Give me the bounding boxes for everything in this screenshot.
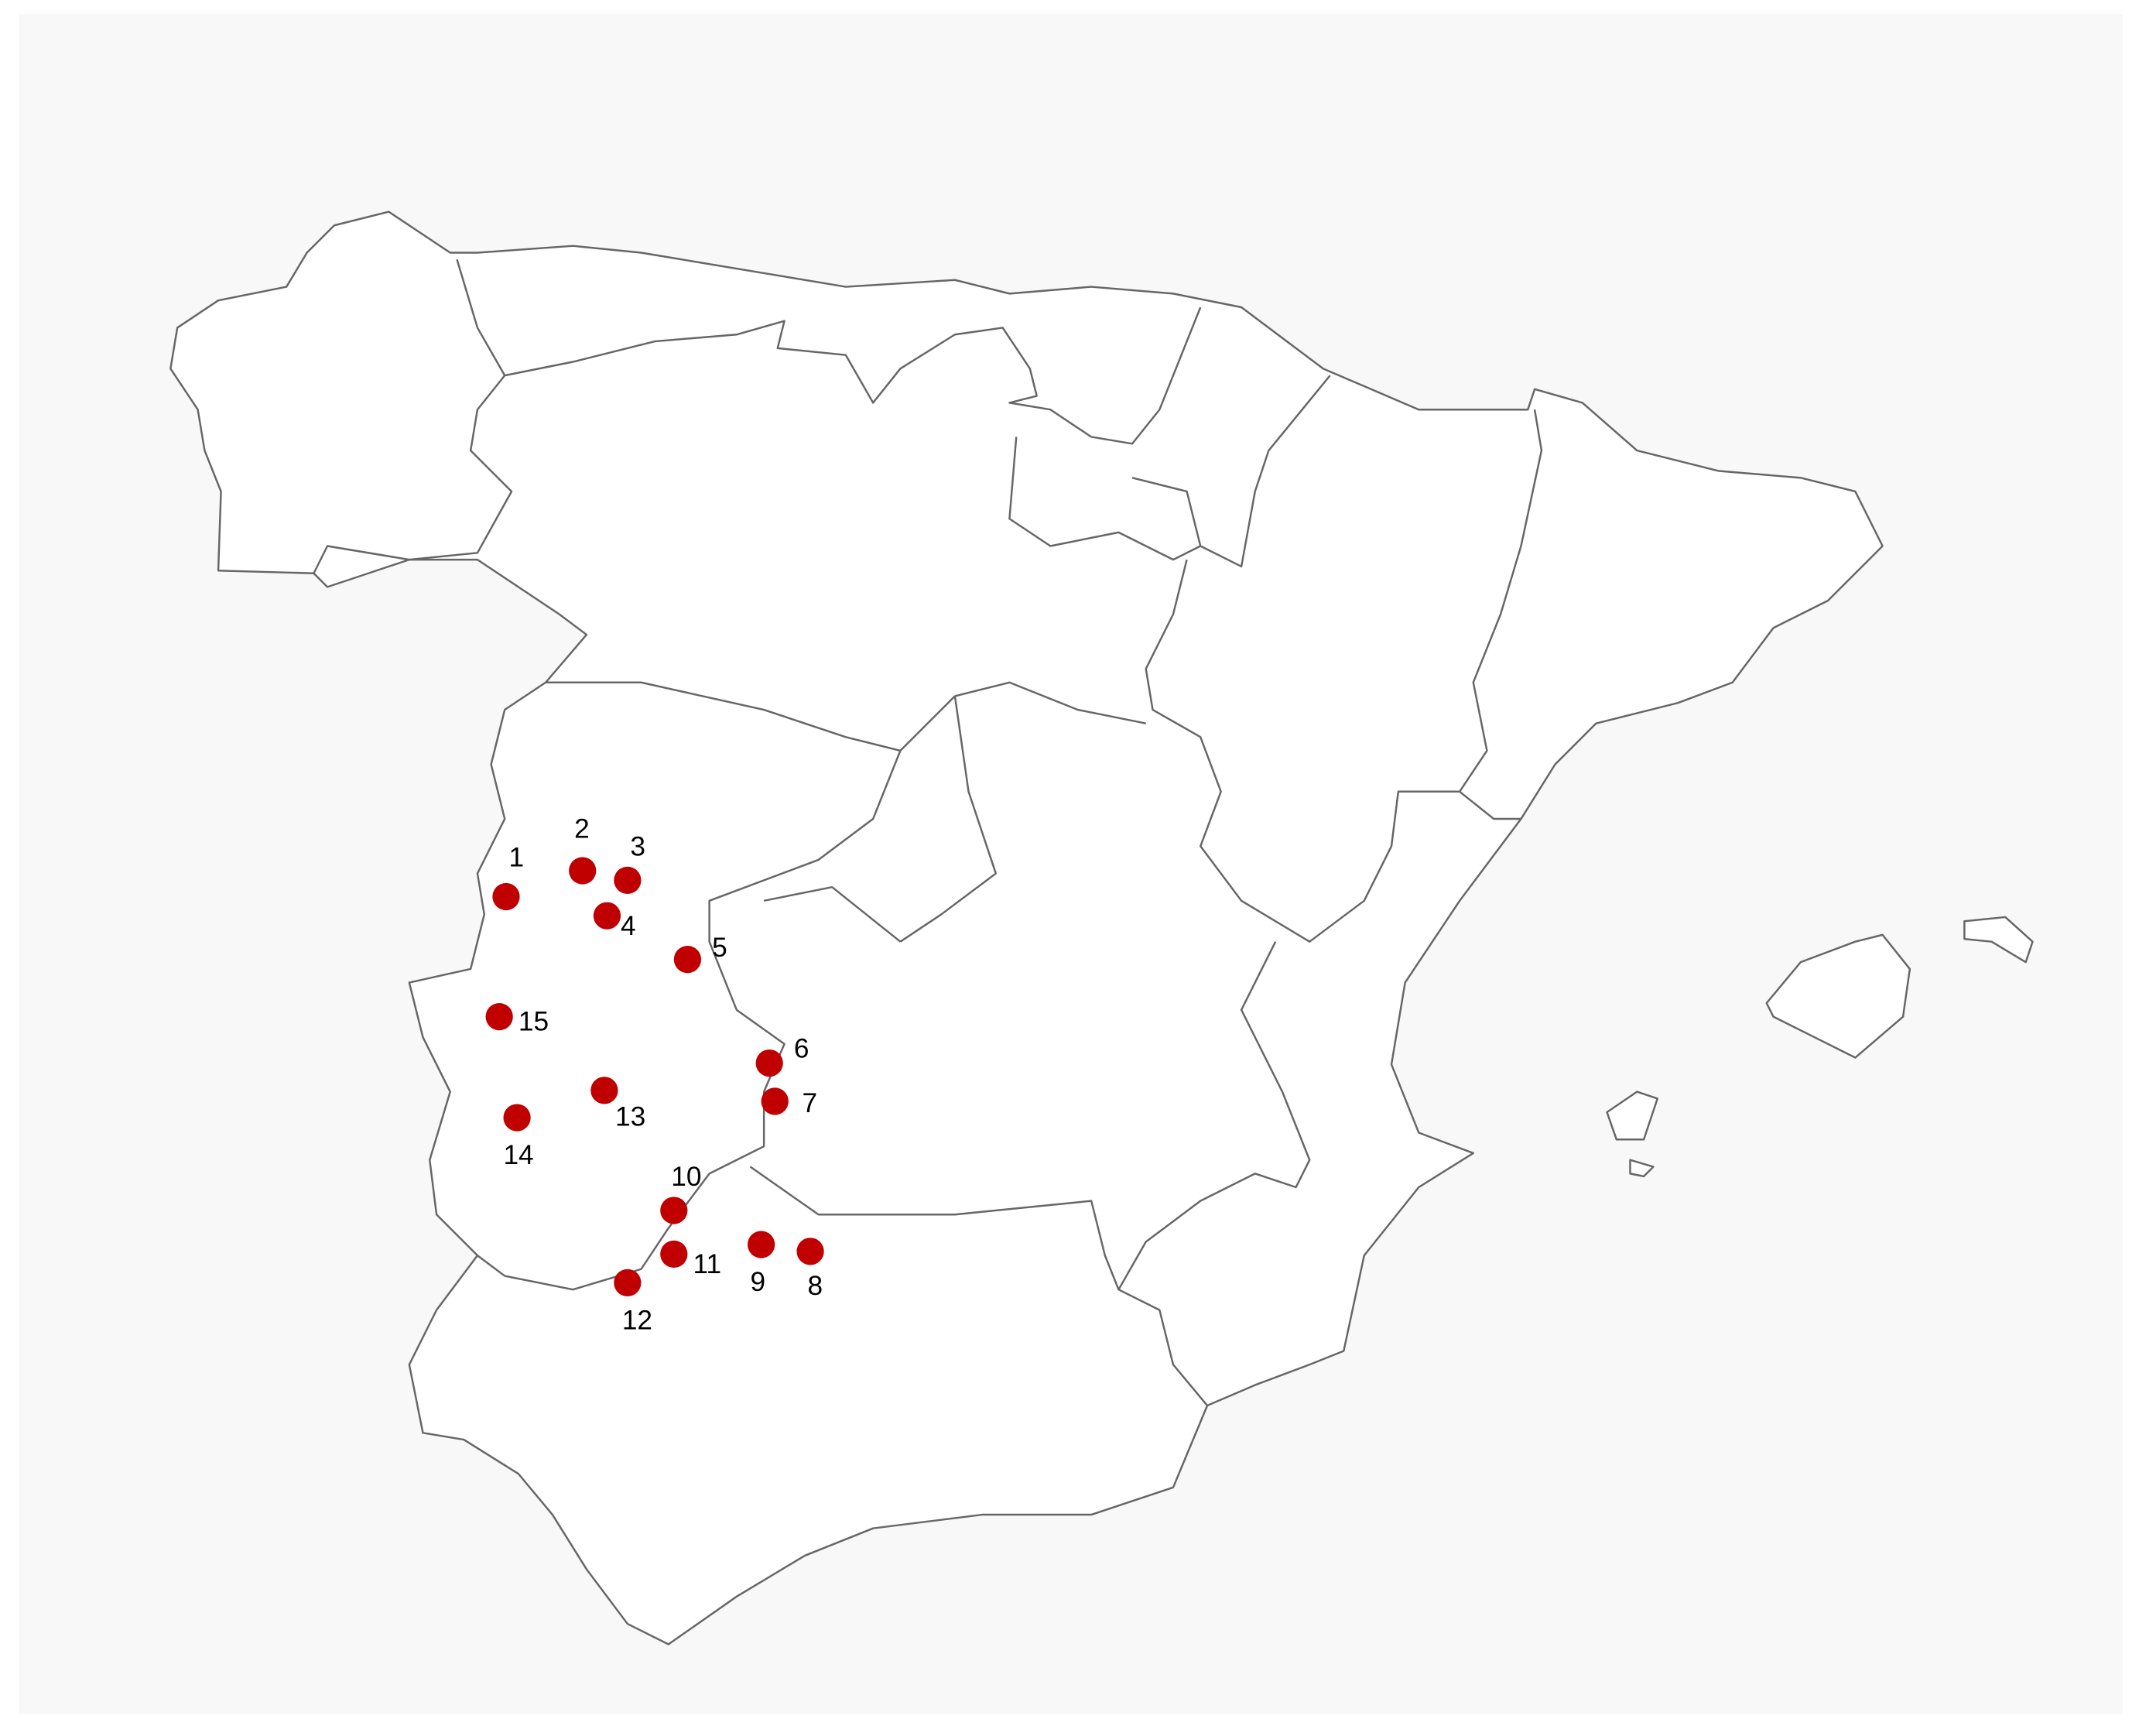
location-label-3: 3 bbox=[630, 832, 645, 862]
location-marker-13 bbox=[590, 1077, 618, 1104]
location-marker-12 bbox=[614, 1269, 642, 1297]
location-marker-11 bbox=[660, 1240, 688, 1268]
formentera bbox=[1629, 1159, 1655, 1178]
location-marker-9 bbox=[747, 1231, 775, 1258]
location-label-2: 2 bbox=[574, 814, 590, 844]
location-marker-8 bbox=[796, 1238, 824, 1265]
menorca bbox=[1963, 916, 2034, 964]
location-marker-5 bbox=[673, 945, 702, 974]
location-label-4: 4 bbox=[621, 911, 636, 941]
location-label-8: 8 bbox=[808, 1271, 823, 1301]
location-marker-1 bbox=[492, 882, 520, 911]
location-marker-10 bbox=[660, 1197, 688, 1224]
location-marker-7 bbox=[761, 1087, 789, 1115]
mallorca bbox=[1765, 933, 1911, 1059]
location-marker-15 bbox=[485, 1003, 513, 1031]
location-label-5: 5 bbox=[712, 933, 727, 963]
location-label-14: 14 bbox=[503, 1140, 533, 1170]
location-label-7: 7 bbox=[803, 1088, 818, 1118]
location-label-10: 10 bbox=[671, 1162, 701, 1192]
location-label-15: 15 bbox=[518, 1006, 549, 1036]
location-label-1: 1 bbox=[509, 843, 525, 873]
mainland-spain bbox=[169, 211, 1884, 1645]
ibiza bbox=[1606, 1091, 1658, 1141]
location-label-9: 9 bbox=[751, 1267, 766, 1297]
location-marker-4 bbox=[593, 902, 621, 930]
location-marker-2 bbox=[569, 857, 597, 885]
location-marker-6 bbox=[755, 1049, 783, 1077]
location-label-13: 13 bbox=[615, 1102, 645, 1132]
location-marker-3 bbox=[614, 866, 642, 894]
location-label-11: 11 bbox=[693, 1249, 721, 1279]
location-marker-14 bbox=[503, 1104, 531, 1132]
location-label-6: 6 bbox=[794, 1034, 809, 1064]
location-label-12: 12 bbox=[622, 1305, 652, 1335]
